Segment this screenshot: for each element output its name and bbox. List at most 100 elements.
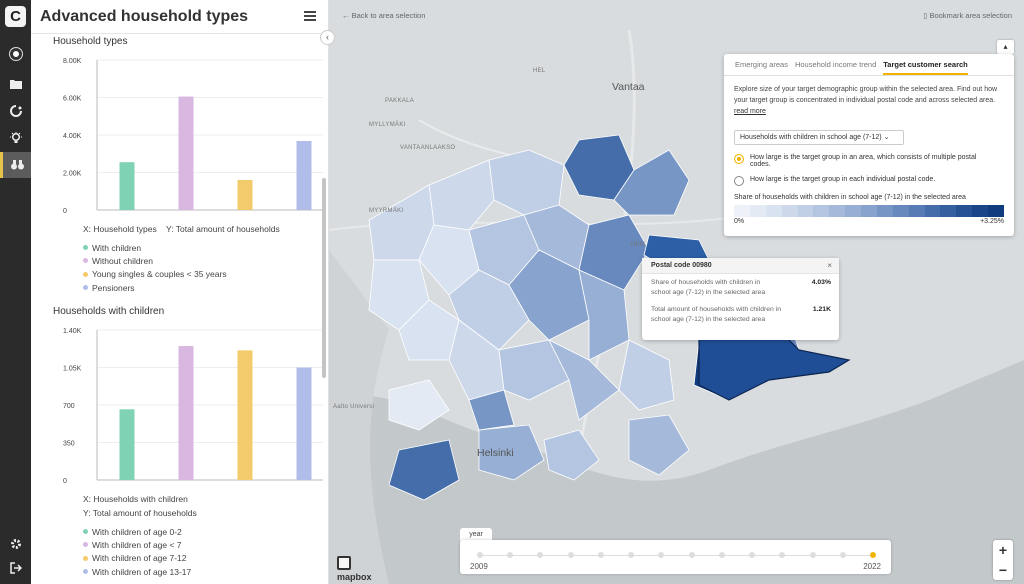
postal-area[interactable] — [578, 269, 630, 361]
chart1-legend-item[interactable]: With children — [83, 241, 227, 254]
postal-area[interactable] — [498, 339, 570, 401]
chart1-x-caption: X: Household types — [83, 224, 157, 234]
target-group-value: Households with children in school age (… — [740, 134, 882, 141]
postal-area[interactable] — [618, 339, 675, 411]
timeline-year-dot[interactable] — [839, 552, 846, 558]
timeline-year-dot[interactable] — [688, 552, 695, 558]
binoculars-icon[interactable] — [0, 152, 31, 178]
collapse-infobox-button[interactable]: ▴ — [997, 40, 1014, 54]
tab-target-customer-search[interactable]: Target customer search — [883, 54, 968, 75]
chart2-bar[interactable] — [178, 346, 194, 480]
legend-label: With children — [92, 242, 142, 253]
postal-area[interactable] — [613, 149, 690, 216]
tooltip-title: Postal code 00980 — [642, 258, 839, 274]
chart2-legend-item[interactable]: With children of age < 7 — [83, 538, 191, 551]
postal-area[interactable] — [428, 159, 495, 231]
timeline-year-dot[interactable] — [537, 552, 544, 558]
chart2-bar[interactable] — [119, 409, 135, 480]
legend-dot-icon — [83, 555, 88, 561]
chart2-legend-item[interactable]: With children of age 13-17 — [83, 565, 191, 578]
timeline-year-dot[interactable] — [507, 552, 514, 558]
zoom-out-button[interactable]: − — [998, 562, 1008, 578]
chart1-legend-item[interactable]: Young singles & couples < 35 years — [83, 268, 227, 281]
scale-swatch — [972, 205, 988, 217]
timeline-year-dot[interactable] — [749, 552, 756, 558]
chart1-ytick: 8.00K — [63, 58, 82, 65]
read-more-link[interactable]: read more — [734, 108, 766, 115]
settings-icon[interactable] — [0, 531, 31, 557]
app-logo[interactable]: C — [5, 6, 26, 27]
map-view[interactable]: ← Back to area selection ▯ Bookmark area… — [329, 0, 1024, 584]
radio-option-individual-postal[interactable]: How large is the target group in each in… — [734, 176, 935, 186]
chart1-bar[interactable] — [237, 180, 253, 210]
chart1-y-caption: Y: Total amount of households — [166, 224, 280, 234]
chart1-legend: With children Without children Young singl… — [83, 241, 227, 294]
timeline-year-dot[interactable] — [597, 552, 604, 558]
chart2-ytick: 350 — [63, 441, 75, 448]
description-text: Explore size of your target demographic … — [734, 86, 998, 104]
radio2-label: How large is the target group in each in… — [750, 176, 936, 183]
chart2-legend-item[interactable]: With children of age 7-12 — [83, 552, 191, 565]
timeline-year-dot[interactable] — [658, 552, 665, 558]
tooltip-total-value: 1.21K — [812, 306, 831, 313]
postal-area[interactable] — [388, 439, 460, 501]
timeline-year-dot[interactable] — [718, 552, 725, 558]
postal-area[interactable] — [388, 379, 450, 431]
chart2-y-caption: Y: Total amount of households — [83, 508, 197, 518]
scale-max: +3.25% — [980, 218, 1004, 225]
timeline-year-dot[interactable] — [628, 552, 635, 558]
chart1-legend-item[interactable]: Without children — [83, 254, 227, 267]
scale-min: 0% — [734, 218, 745, 225]
tab-household-income-trend[interactable]: Household income trend — [794, 60, 877, 69]
fullscreen-icon[interactable] — [337, 556, 351, 570]
radio-unchecked-icon — [734, 176, 744, 186]
postal-area[interactable] — [548, 339, 620, 421]
infobox-description: Explore size of your target demographic … — [734, 84, 1009, 117]
timeline-year-dot[interactable] — [779, 552, 786, 558]
timeline-year-dot[interactable] — [809, 552, 816, 558]
tab-emerging-areas[interactable]: Emerging areas — [735, 60, 788, 69]
chart1-legend-item[interactable]: Pensioners — [83, 281, 227, 294]
postal-area[interactable] — [543, 429, 600, 481]
radio-option-multi-postal[interactable]: How large is the target group in an area… — [734, 154, 999, 168]
scale-swatch — [908, 205, 925, 217]
collapse-panel-button[interactable]: ‹ — [320, 30, 335, 45]
chart1-bar[interactable] — [119, 162, 135, 210]
close-icon[interactable]: × — [827, 261, 832, 270]
scale-swatch — [876, 205, 893, 217]
scale-swatch — [924, 205, 941, 217]
postal-area[interactable] — [488, 149, 565, 216]
postal-area[interactable] — [468, 389, 515, 431]
folder-icon[interactable] — [0, 71, 31, 97]
year-timeline[interactable]: 2009 2022 — [460, 540, 891, 574]
chart2-bar[interactable] — [237, 350, 253, 480]
menu-icon[interactable] — [304, 11, 316, 21]
timeline-year-dot[interactable] — [477, 552, 483, 558]
chart2-bar[interactable] — [296, 367, 312, 481]
panel-header: Advanced household types — [31, 0, 328, 34]
chart1-bar[interactable] — [296, 141, 312, 210]
chart1-bar[interactable] — [178, 96, 194, 210]
logout-icon[interactable] — [0, 555, 31, 581]
zoom-in-button[interactable]: + — [998, 542, 1008, 558]
chart1-section-title: Household types — [53, 36, 128, 47]
scale-swatch — [845, 205, 861, 217]
timeline-year-dot[interactable] — [870, 552, 876, 558]
scale-swatch — [734, 205, 750, 217]
postal-area[interactable] — [578, 214, 650, 291]
target-group-select[interactable]: Households with children in school age (… — [734, 130, 904, 145]
chart2-legend-item[interactable]: With children of age 0-2 — [83, 525, 191, 538]
panel-scrollbar[interactable] — [322, 178, 326, 378]
timeline-tab[interactable]: year — [460, 528, 492, 541]
postal-area[interactable] — [628, 414, 690, 476]
postal-code-tooltip: Postal code 00980 × Share of households … — [642, 258, 839, 340]
refresh-icon[interactable] — [0, 98, 31, 124]
timeline-year-dot[interactable] — [567, 552, 574, 558]
bookmark-area-link[interactable]: ▯ Bookmark area selection — [923, 11, 1012, 20]
avatar[interactable] — [0, 41, 31, 67]
postal-area[interactable] — [478, 424, 545, 481]
back-to-area-selection-link[interactable]: ← Back to area selection — [342, 11, 426, 20]
lightbulb-icon[interactable] — [0, 125, 31, 151]
legend-dot-icon — [83, 285, 88, 291]
